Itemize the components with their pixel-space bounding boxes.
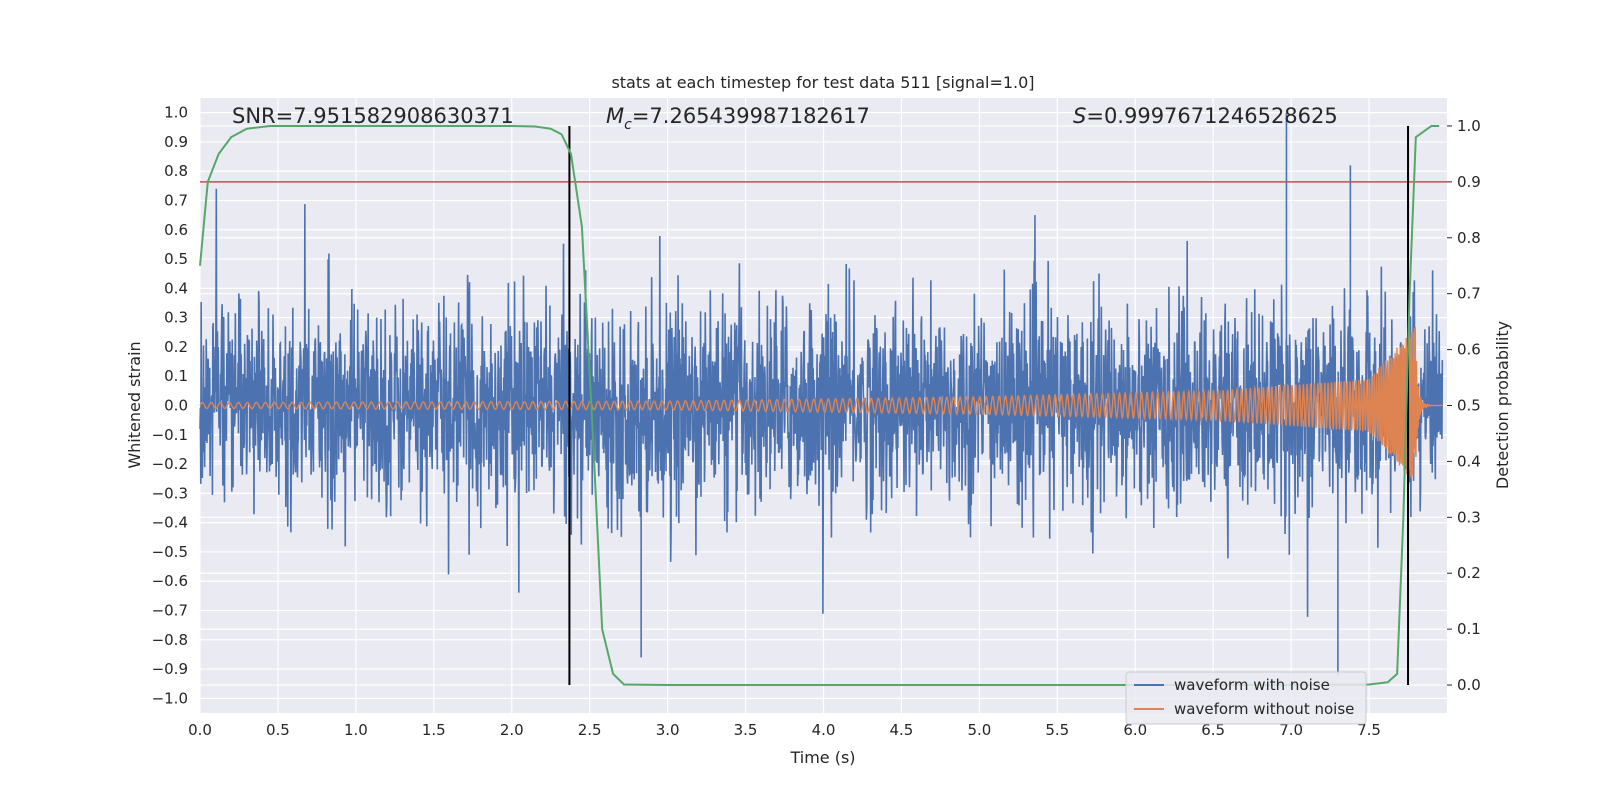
x-tick-label: 1.0 xyxy=(344,721,368,739)
chirp-mass-value: =7.265439987182617 xyxy=(632,104,870,128)
y-right-tick-label: 0.8 xyxy=(1457,229,1481,247)
x-tick-label: 5.5 xyxy=(1045,721,1069,739)
series-detection-probability xyxy=(199,124,1440,687)
x-axis-label: Time (s) xyxy=(789,748,855,767)
y-left-tick-label: 0.8 xyxy=(164,162,188,180)
y-right-tick-label: 0.9 xyxy=(1457,173,1481,191)
y-axis-right-label: Detection probability xyxy=(1493,321,1512,489)
y-right-tick-label: 0.4 xyxy=(1457,452,1481,470)
y-left-tick-label: −0.6 xyxy=(152,572,188,590)
series-waveform-with-noise xyxy=(199,112,1444,675)
y-right-tick-label: 0.1 xyxy=(1457,620,1481,638)
y-right-tick-label: 0.5 xyxy=(1457,397,1481,415)
legend-label-clean: waveform without noise xyxy=(1174,700,1354,718)
x-tick-label: 0.0 xyxy=(188,721,212,739)
y-left-tick-label: −0.8 xyxy=(152,631,188,649)
x-tick-label: 6.5 xyxy=(1201,721,1225,739)
y-left-tick-label: 0.6 xyxy=(164,221,188,239)
y-left-tick-label: 0.7 xyxy=(164,192,188,210)
score-value: =0.9997671246528625 xyxy=(1086,104,1337,128)
x-tick-label: 4.0 xyxy=(812,721,836,739)
y-left-tick-label: −0.4 xyxy=(152,514,188,532)
y-left-tick-label: −0.2 xyxy=(152,455,188,473)
clean-waveform-line xyxy=(199,327,1443,478)
y-right-tick-label: 0.0 xyxy=(1457,676,1481,694)
y-left-tick-label: −0.7 xyxy=(152,602,188,620)
y-right-tick-label: 0.7 xyxy=(1457,285,1481,303)
x-axis-ticks: 0.0 0.5 1.0 1.5 2.0 2.5 3.0 3.5 4.0 4.5 5.0 5.5 6.0 6… xyxy=(188,721,1381,739)
y-left-tick-label: 0.4 xyxy=(164,279,188,297)
marker-lines xyxy=(568,125,1410,686)
y-left-tick-label: 1.0 xyxy=(164,104,188,122)
y-axis-left-ticks: 1.0 0.9 0.8 0.7 0.6 0.5 0.4 0.3 0.2 0.1 0.0 −0.1 −0.… xyxy=(152,104,188,708)
y-left-tick-label: −0.1 xyxy=(152,426,188,444)
y-axis-left-label: Whitened strain xyxy=(125,341,144,468)
x-tick-label: 7.0 xyxy=(1279,721,1303,739)
y-left-tick-label: 0.9 xyxy=(164,133,188,151)
legend-box xyxy=(1125,671,1367,725)
y-left-tick-label: −0.3 xyxy=(152,484,188,502)
y-left-tick-label: −0.9 xyxy=(152,660,188,678)
y-left-tick-label: 0.0 xyxy=(164,397,188,415)
x-tick-label: 6.0 xyxy=(1123,721,1147,739)
chirp-mass-symbol: M xyxy=(606,104,624,128)
x-tick-label: 1.5 xyxy=(422,721,446,739)
chirp-mass-subscript: c xyxy=(624,117,632,133)
noise-waveform-line xyxy=(199,112,1444,675)
y-axis-right-ticks: 1.0 0.9 0.8 0.7 0.6 0.5 0.4 0.3 0.2 0.1 0.0 xyxy=(1447,117,1481,694)
x-tick-label: 3.0 xyxy=(656,721,680,739)
x-tick-label: 3.5 xyxy=(734,721,758,739)
y-right-tick-label: 1.0 xyxy=(1457,117,1481,135)
y-right-tick-label: 0.6 xyxy=(1457,341,1481,359)
score-annotation: S=0.9997671246528625 xyxy=(1073,104,1338,128)
series-waveform-without-noise xyxy=(199,327,1443,478)
y-right-tick-label: 0.2 xyxy=(1457,564,1481,582)
y-left-tick-label: −0.5 xyxy=(152,543,188,561)
x-tick-label: 7.5 xyxy=(1357,721,1381,739)
y-left-tick-label: 0.2 xyxy=(164,338,188,356)
y-left-tick-label: 0.3 xyxy=(164,309,188,327)
legend-label-noise: waveform with noise xyxy=(1174,676,1330,694)
x-tick-label: 5.0 xyxy=(967,721,991,739)
legend: waveform with noise waveform without noi… xyxy=(1125,671,1367,725)
y-left-tick-label: −1.0 xyxy=(152,689,188,707)
x-tick-label: 2.0 xyxy=(500,721,524,739)
x-tick-label: 2.5 xyxy=(578,721,602,739)
y-left-tick-label: 0.1 xyxy=(164,367,188,385)
snr-annotation: SNR=7.951582908630371 xyxy=(232,104,514,128)
x-tick-label: 0.5 xyxy=(266,721,290,739)
y-right-tick-label: 0.3 xyxy=(1457,508,1481,526)
chirp-mass-annotation: Mc=7.265439987182617 xyxy=(606,104,870,133)
detection-probability-line xyxy=(199,124,1440,687)
chart-title: stats at each timestep for test data 511… xyxy=(611,73,1034,92)
score-symbol: S xyxy=(1073,104,1086,128)
x-tick-label: 4.5 xyxy=(890,721,914,739)
y-left-tick-label: 0.5 xyxy=(164,250,188,268)
